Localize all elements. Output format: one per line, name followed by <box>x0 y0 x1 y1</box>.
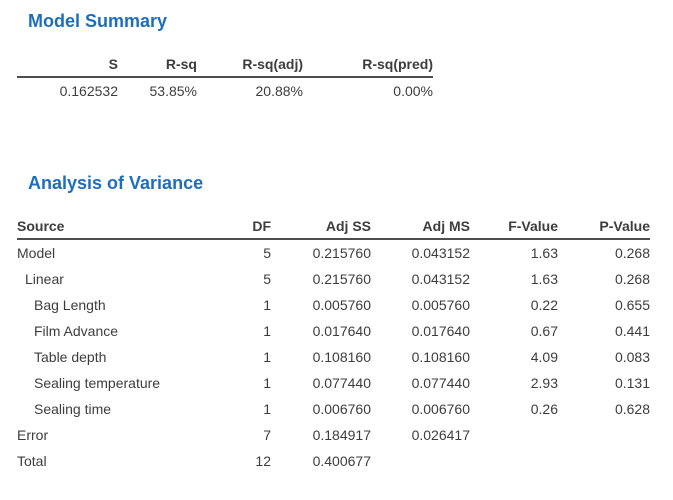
cell-p-value: 0.268 <box>614 245 650 261</box>
col-header-adj-ms: Adj MS <box>371 216 470 240</box>
cell-df: 7 <box>263 427 271 443</box>
model-summary-title: Model Summary <box>28 11 168 31</box>
cell-df: 1 <box>263 349 271 365</box>
cell-adj-ms: 0.043152 <box>411 245 470 261</box>
anova-row-sealing-time: Sealing time 1 0.006760 0.006760 0.26 0.… <box>17 396 650 422</box>
model-summary-header-row: S R-sq R-sq(adj) R-sq(pred) <box>17 54 433 78</box>
cell-adj-ss: 0.215760 <box>312 271 371 287</box>
cell-p-value <box>558 422 650 448</box>
col-header-adj-ss: Adj SS <box>271 216 371 240</box>
cell-source: Linear <box>25 271 64 287</box>
anova-row-model: Model 5 0.215760 0.043152 1.63 0.268 <box>17 239 650 266</box>
cell-f-value <box>470 422 558 448</box>
cell-source: Film Advance <box>34 323 119 339</box>
model-summary-table: S R-sq R-sq(adj) R-sq(pred) 0.162532 53.… <box>17 54 433 104</box>
cell-adj-ss: 0.006760 <box>312 401 371 417</box>
cell-f-value <box>470 448 558 474</box>
cell-source: Total <box>17 453 47 469</box>
cell-adj-ss: 0.077440 <box>312 375 371 391</box>
cell-df: 1 <box>263 375 271 391</box>
anova-row-table-depth: Table depth 1 0.108160 0.108160 4.09 0.0… <box>17 344 650 370</box>
anova-row-film-advance: Film Advance 1 0.017640 0.017640 0.67 0.… <box>17 318 650 344</box>
anova-row-bag-length: Bag Length 1 0.005760 0.005760 0.22 0.65… <box>17 292 650 318</box>
cell-p-value: 0.131 <box>614 375 650 391</box>
cell-df: 12 <box>255 453 271 469</box>
anova-row-linear: Linear 5 0.215760 0.043152 1.63 0.268 <box>17 266 650 292</box>
col-header-r-sq-adj: R-sq(adj) <box>197 54 303 78</box>
col-header-s: S <box>17 54 118 78</box>
col-header-df: DF <box>231 216 271 240</box>
cell-source: Bag Length <box>34 297 106 313</box>
anova-row-total: Total 12 0.400677 <box>17 448 650 474</box>
cell-adj-ss: 0.184917 <box>312 427 371 443</box>
cell-p-value: 0.441 <box>614 323 650 339</box>
cell-df: 1 <box>263 401 271 417</box>
cell-f-value: 0.67 <box>530 323 558 339</box>
anova-row-error: Error 7 0.184917 0.026417 <box>17 422 650 448</box>
cell-adj-ms <box>371 448 470 474</box>
cell-source: Sealing time <box>34 401 112 417</box>
cell-r-sq: 53.85% <box>149 83 197 99</box>
cell-adj-ms: 0.077440 <box>411 375 470 391</box>
cell-adj-ss: 0.017640 <box>312 323 371 339</box>
cell-adj-ss: 0.108160 <box>312 349 371 365</box>
cell-source: Error <box>17 427 49 443</box>
cell-source: Sealing temperature <box>34 375 161 391</box>
col-header-source: Source <box>17 216 231 240</box>
cell-df: 1 <box>263 297 271 313</box>
cell-adj-ms: 0.017640 <box>411 323 470 339</box>
cell-p-value <box>558 448 650 474</box>
cell-p-value: 0.655 <box>614 297 650 313</box>
cell-adj-ss: 0.005760 <box>312 297 371 313</box>
anova-table: Source DF Adj SS Adj MS F-Value P-Value … <box>17 216 650 474</box>
cell-s: 0.162532 <box>59 83 118 99</box>
cell-r-sq-adj: 20.88% <box>255 83 303 99</box>
cell-f-value: 0.22 <box>530 297 558 313</box>
cell-df: 5 <box>263 245 271 261</box>
cell-adj-ss: 0.215760 <box>312 245 371 261</box>
cell-adj-ms: 0.006760 <box>411 401 470 417</box>
anova-title: Analysis of Variance <box>28 173 204 193</box>
cell-source: Model <box>17 245 56 261</box>
col-header-f-value: F-Value <box>470 216 558 240</box>
cell-f-value: 1.63 <box>530 245 558 261</box>
cell-adj-ms: 0.043152 <box>411 271 470 287</box>
cell-f-value: 0.26 <box>530 401 558 417</box>
cell-f-value: 2.93 <box>530 375 558 391</box>
col-header-p-value: P-Value <box>558 216 650 240</box>
cell-f-value: 4.09 <box>530 349 558 365</box>
cell-p-value: 0.268 <box>614 271 650 287</box>
cell-df: 5 <box>263 271 271 287</box>
cell-source: Table depth <box>34 349 107 365</box>
col-header-r-sq: R-sq <box>118 54 197 78</box>
cell-p-value: 0.628 <box>614 401 650 417</box>
cell-adj-ms: 0.026417 <box>411 427 470 443</box>
cell-adj-ms: 0.005760 <box>411 297 470 313</box>
anova-header-row: Source DF Adj SS Adj MS F-Value P-Value <box>17 216 650 240</box>
cell-p-value: 0.083 <box>614 349 650 365</box>
col-header-r-sq-pred: R-sq(pred) <box>303 54 433 78</box>
cell-df: 1 <box>263 323 271 339</box>
cell-f-value: 1.63 <box>530 271 558 287</box>
anova-row-sealing-temperature: Sealing temperature 1 0.077440 0.077440 … <box>17 370 650 396</box>
cell-adj-ms: 0.108160 <box>411 349 470 365</box>
cell-adj-ss: 0.400677 <box>312 453 371 469</box>
cell-r-sq-pred: 0.00% <box>393 83 433 99</box>
model-summary-row: 0.162532 53.85% 20.88% 0.00% <box>17 77 433 104</box>
